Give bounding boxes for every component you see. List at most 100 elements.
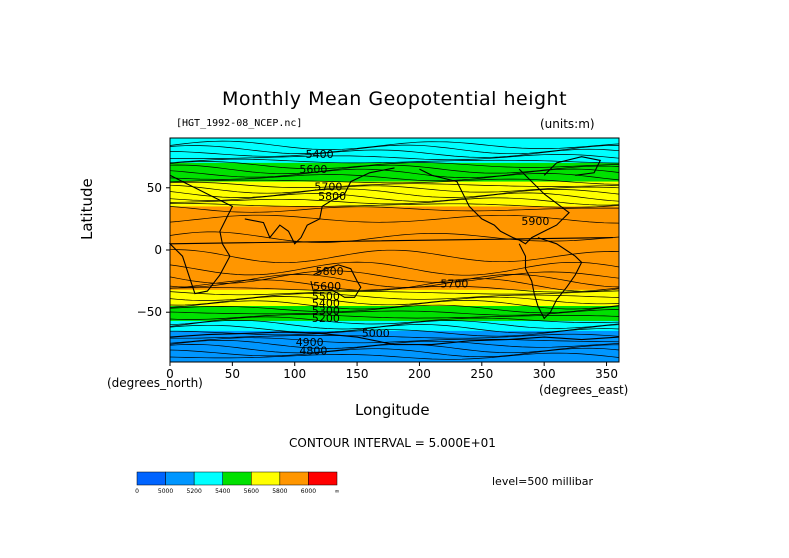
contour-line	[169, 293, 620, 301]
contour-line	[169, 140, 620, 150]
contour-line	[169, 261, 620, 276]
contour-label: 5800	[316, 265, 344, 278]
band-16	[170, 362, 619, 363]
units-label: (units:m)	[540, 117, 595, 131]
x-unit-label: (degrees_east)	[539, 383, 629, 397]
contour-line	[169, 144, 620, 155]
contour-label: 5000	[362, 327, 390, 340]
contour-line	[169, 214, 620, 224]
x-tick-label: 50	[225, 367, 240, 381]
contour-line	[170, 328, 620, 337]
contour-line	[169, 148, 620, 158]
contour-line	[169, 296, 620, 306]
source-filename: [HGT_1992-08_NCEP.nc]	[176, 118, 303, 129]
contour-label: 5700	[314, 180, 342, 193]
contour-lines	[169, 140, 620, 360]
colorbar-label: 5000	[158, 488, 173, 495]
colorbar-label: 5600	[244, 488, 259, 495]
chart-title: Monthly Mean Geopotential height	[221, 88, 568, 110]
x-ticks: 0 50 100 150 200 250 300 350	[166, 362, 618, 381]
coastline-5	[169, 331, 620, 346]
contour-line	[169, 206, 619, 213]
contour-line	[169, 164, 620, 175]
band-9	[170, 289, 619, 301]
colorbar: 0 5000 5200 5400 5600 5800 6000 ∞	[135, 471, 340, 495]
band-13	[170, 320, 619, 332]
contour-label: 4800	[299, 345, 327, 358]
contour-line	[169, 304, 620, 314]
band-1	[170, 150, 619, 164]
colorbar-swatch	[136, 471, 166, 486]
colorbar-label: 6000	[301, 488, 316, 495]
contour-line	[169, 300, 620, 310]
contour-line	[169, 352, 620, 360]
contour-line	[169, 285, 620, 293]
band-2	[170, 162, 619, 176]
band-6	[170, 206, 619, 251]
colorbar-swatch	[193, 471, 223, 486]
contour-label: 5700	[440, 277, 468, 290]
x-tick-label: 350	[595, 367, 618, 381]
coastline-1	[244, 167, 395, 245]
band-7	[170, 250, 619, 282]
band-11	[170, 306, 619, 316]
contour-line	[169, 316, 620, 326]
contour-label: 5600	[299, 163, 327, 176]
contour-line	[169, 173, 620, 182]
y-ticks: 50 0 −50	[137, 181, 170, 319]
contour-line	[169, 178, 620, 185]
colorbar-label: 5800	[272, 488, 287, 495]
contour-line	[169, 343, 619, 354]
contour-line	[170, 154, 620, 161]
contour-line	[169, 333, 620, 339]
colorbar-swatch	[222, 471, 252, 486]
band-8	[170, 281, 619, 291]
contour-label: 5600	[313, 280, 341, 293]
y-axis-label: Latitude	[78, 178, 96, 240]
x-tick-label: 150	[346, 367, 369, 381]
contour-label: 5900	[521, 215, 549, 228]
band-5	[170, 194, 619, 207]
coastline-3	[419, 168, 570, 245]
contour-line	[169, 290, 620, 296]
contour-interval-label: CONTOUR INTERVAL = 5.000E+01	[289, 436, 496, 450]
band-10	[170, 299, 619, 307]
x-axis-label: Longitude	[355, 401, 430, 419]
x-tick-label: 200	[408, 367, 431, 381]
contour-line	[169, 270, 620, 284]
contour-line	[169, 249, 620, 264]
contour-line	[169, 340, 620, 349]
contour-line	[169, 309, 620, 316]
contour-line	[169, 161, 620, 170]
contour-label: 5800	[318, 190, 346, 203]
colorbar-label: 5200	[187, 488, 202, 495]
contour-label: 5500	[312, 290, 340, 303]
colorbar-swatch	[308, 471, 338, 486]
colorbar-swatch	[279, 471, 309, 486]
band-4	[170, 181, 619, 195]
plot-frame	[169, 137, 620, 363]
y-tick-label: 0	[154, 243, 162, 257]
colorbar-swatch	[251, 471, 281, 486]
coastline-0	[168, 174, 613, 295]
y-tick-label: 50	[147, 181, 162, 195]
contour-label: 5400	[306, 148, 334, 161]
contour-line	[169, 197, 620, 206]
coastline-2	[310, 264, 362, 298]
coastline-6	[543, 156, 602, 176]
coastline-4	[518, 237, 583, 320]
coastlines	[168, 156, 620, 346]
colorbar-label: ∞	[335, 488, 340, 495]
contour-label: 4900	[296, 336, 324, 349]
band-12	[170, 314, 619, 322]
x-tick-label: 250	[470, 367, 493, 381]
contour-line	[169, 337, 620, 344]
contour-line	[169, 324, 620, 334]
contour-line	[169, 274, 620, 288]
band-3	[170, 175, 619, 183]
contour-label: 5300	[312, 305, 340, 318]
contour-line	[169, 168, 620, 179]
colorbar-label: 0	[135, 488, 139, 495]
contour-line	[169, 314, 620, 320]
